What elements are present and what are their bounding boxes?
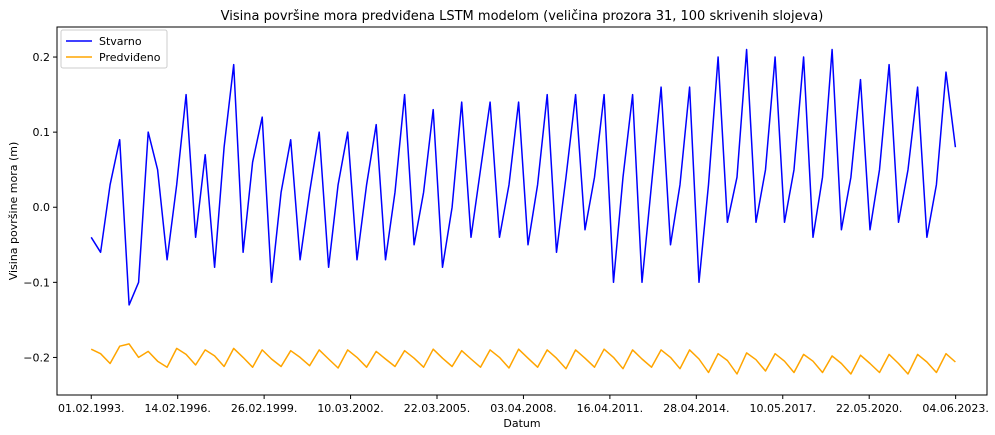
chart-title: Visina površine mora predviđena LSTM mod… (221, 9, 824, 24)
x-tick-label: 03.04.2008. (490, 402, 556, 415)
x-tick-label: 10.05.2017. (750, 402, 816, 415)
series-layer (90, 48, 957, 375)
y-tick-label: 0.1 (33, 126, 51, 139)
y-axis: −0.2 −0.1 0.0 0.1 0.2 (23, 51, 57, 364)
x-tick-label: 22.05.2020. (836, 402, 902, 415)
x-tick-label: 28.04.2014. (663, 402, 729, 415)
legend: Stvarno Predviđeno (60, 29, 168, 69)
x-tick-label: 10.03.2002. (317, 402, 383, 415)
legend-label-stvarno: Stvarno (99, 35, 142, 48)
x-tick-label: 14.02.1996. (144, 402, 210, 415)
y-tick-label: −0.2 (23, 351, 50, 364)
x-axis-title: Datum (503, 417, 540, 430)
x-tick-label: 26.02.1999. (231, 402, 297, 415)
x-tick-label: 16.04.2011. (577, 402, 643, 415)
x-tick-label: 04.06.2023. (922, 402, 988, 415)
x-tick-label: 01.02.1993. (58, 402, 124, 415)
plot-area-frame (56, 26, 988, 396)
y-axis-title: Visina površine mora (m) (7, 142, 20, 281)
x-axis: 01.02.1993. 14.02.1996. 26.02.1999. 10.03.2… (58, 395, 989, 415)
series-line-stvarno (90, 48, 957, 306)
series-line-predvideno (90, 343, 956, 375)
x-tick-label: 22.03.2005. (404, 402, 470, 415)
y-tick-label: 0.2 (33, 51, 51, 64)
y-tick-label: 0.0 (33, 201, 51, 214)
legend-label-predvideno: Predviđeno (99, 51, 161, 64)
legend-frame (60, 29, 168, 69)
y-tick-label: −0.1 (23, 276, 50, 289)
